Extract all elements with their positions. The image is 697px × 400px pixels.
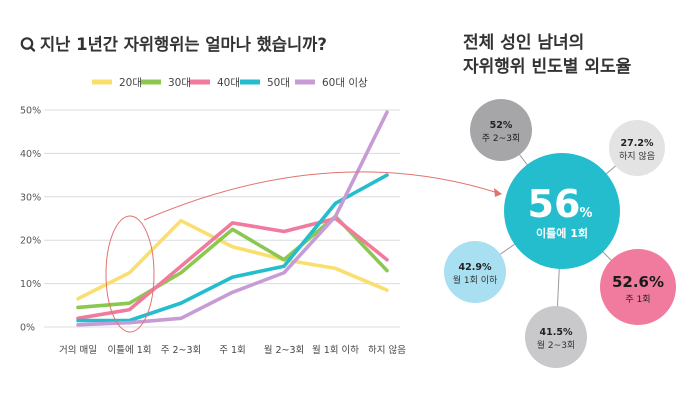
chart-gridlines: [44, 109, 400, 328]
bubble-satellite: [444, 241, 506, 303]
bubble-center-value: 56: [528, 182, 581, 226]
bubble-satellite: [600, 249, 676, 325]
y-tick-label: 50%: [20, 106, 41, 117]
bubble-chart: 52% 주 2~3회 27.2% 하지 않음 42.9%월 1회 이하 52.6% 주 1회…: [444, 99, 676, 368]
y-tick-label: 20%: [20, 236, 41, 247]
chart-series-lines: [76, 110, 389, 327]
legend-label: 40대: [217, 77, 240, 89]
bubble-center: [504, 153, 620, 269]
left-chart-title: 지난 1년간 자위행위는 얼마나 했습니까?: [40, 34, 327, 54]
bubble-value: 42.9%: [459, 262, 492, 273]
x-tick-label: 거의 매일: [59, 345, 97, 356]
legend-label: 30대: [168, 77, 191, 89]
highlight-arrowhead: [494, 188, 502, 197]
chart-legend: 20대 30대 40대 50대 60대 이상: [92, 77, 368, 89]
x-axis-tick-labels: 거의 매일 이틀에 1회 주 2~3회 주 1회 월 2~3회 월 1회 이하 하지 않음: [59, 344, 406, 356]
y-tick-label: 30%: [20, 192, 41, 203]
bubble-label: 월 2~3회: [537, 339, 575, 351]
bubble-satellite: [609, 120, 665, 176]
legend-label: 50대: [267, 77, 290, 89]
search-icon: [20, 37, 36, 52]
bubble-value: 52.6%: [612, 273, 664, 291]
bubble-value: 41.5%: [540, 327, 573, 338]
right-chart-title: 전체 성인 남녀의 자위행위 빈도별 외도율: [463, 33, 632, 77]
bubble-satellite: [470, 99, 532, 161]
highlight-arrow: [143, 171, 499, 221]
bubble-value: 52%: [490, 120, 513, 131]
highlight-annotation: [105, 171, 502, 333]
bubble-label: 주 2~3회: [482, 133, 520, 144]
y-tick-label: 40%: [20, 149, 41, 160]
x-tick-label: 이틀에 1회: [107, 345, 151, 356]
bubble-center-label: 이틀에 1회: [536, 226, 588, 240]
legend-label: 60대 이상: [322, 77, 368, 89]
bubble-value: 27.2%: [621, 138, 654, 149]
series-line-60: [76, 110, 389, 327]
bubble-label: 주 1회: [625, 294, 650, 305]
bubble-label: 월 1회 이하: [453, 274, 498, 286]
x-tick-label: 주 1회: [219, 345, 246, 356]
legend-label: 20대: [119, 77, 142, 89]
right-chart-title-line-2: 자위행위 빈도별 외도율: [463, 57, 632, 77]
right-chart-title-line-1: 전체 성인 남녀의: [463, 33, 584, 53]
y-tick-label: 10%: [20, 279, 41, 290]
bubble-satellite: [525, 306, 587, 368]
y-axis-tick-labels: 0% 10% 20% 30% 40% 50%: [20, 106, 41, 334]
y-tick-label: 0%: [20, 323, 35, 334]
bubble-center-unit: %: [579, 206, 592, 221]
series-line-20: [76, 218, 389, 301]
x-tick-label: 월 2~3회: [264, 344, 305, 356]
x-tick-label: 하지 않음: [368, 344, 406, 356]
highlight-ellipse: [105, 215, 155, 333]
x-tick-label: 월 1회 이하: [312, 344, 359, 356]
bubble-label: 하지 않음: [619, 151, 655, 162]
left-chart-title-group: 지난 1년간 자위행위는 얼마나 했습니까?: [20, 34, 327, 54]
series-line-50: [76, 173, 389, 323]
x-tick-label: 주 2~3회: [161, 345, 202, 356]
